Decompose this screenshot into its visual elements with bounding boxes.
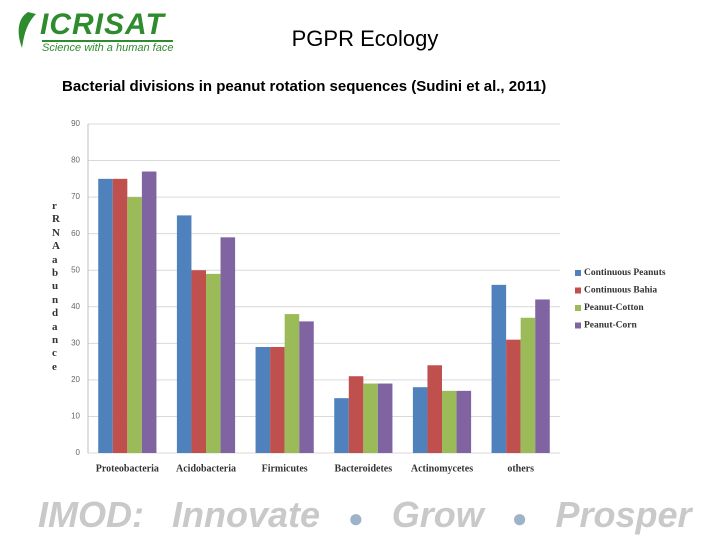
- bar: [270, 346, 285, 453]
- bullet: ●: [511, 503, 528, 533]
- footer-word: Grow: [391, 494, 484, 535]
- chart: 0 10 20 30 40 50 60 70 80 90 Proteobacteria Acidoba…: [71, 119, 666, 474]
- y-axis-label: rRNAabundance: [52, 200, 60, 373]
- logo-mark: [18, 12, 36, 48]
- y-tick-label: 10: [71, 412, 80, 421]
- legend-swatch: [575, 270, 581, 276]
- y-tick-label: 20: [71, 375, 80, 384]
- x-tick-label: Proteobacteria: [96, 463, 159, 474]
- bar: [220, 237, 236, 453]
- bar: [363, 383, 378, 453]
- bar: [506, 339, 521, 453]
- legend-label: Continuous Bahia: [584, 286, 657, 296]
- legend-swatch: [575, 287, 581, 294]
- x-tick-label: Actinomycetes: [411, 463, 473, 474]
- bar: [377, 383, 393, 453]
- x-tick-label: Acidobacteria: [176, 463, 236, 474]
- y-tick-label: 30: [71, 338, 80, 347]
- bullet: ●: [348, 503, 364, 533]
- bar: [284, 314, 300, 453]
- bar: [141, 171, 157, 453]
- legend-swatch: [575, 322, 581, 329]
- bar: [412, 387, 428, 453]
- footer-brand: IMOD:: [38, 494, 144, 535]
- footer: IMOD: Innovate ● Grow ● Prosper: [38, 494, 720, 536]
- y-tick-label: 60: [71, 229, 80, 238]
- bar: [191, 270, 206, 453]
- x-tick-label: others: [507, 463, 534, 474]
- bar: [98, 178, 113, 454]
- logo: ICRISAT: [40, 8, 165, 41]
- bar: [427, 365, 442, 453]
- bar: [206, 273, 221, 453]
- bar: [535, 299, 550, 453]
- bar: [334, 398, 349, 453]
- bar: [299, 321, 314, 453]
- bar: [348, 376, 364, 453]
- legend-label: Continuous Peanuts: [584, 268, 666, 278]
- y-tick-label: 80: [71, 156, 80, 165]
- legend-label: Peanut-Cotton: [584, 303, 644, 313]
- footer-word: Prosper: [555, 494, 692, 535]
- bar: [456, 390, 472, 453]
- y-tick-label: 0: [76, 448, 81, 457]
- bar: [491, 284, 507, 453]
- bar: [255, 346, 271, 453]
- y-tick-label: 40: [71, 302, 80, 311]
- x-tick-label: Firmicutes: [262, 463, 308, 474]
- tagline: Science with a human face: [42, 40, 174, 54]
- y-tick-label: 50: [71, 265, 80, 274]
- y-tick-label: 90: [71, 119, 80, 128]
- y-tick-label: 70: [71, 192, 80, 201]
- slide-title: PGPR Ecology: [291, 26, 439, 51]
- bar: [112, 178, 128, 454]
- legend-label: Peanut-Corn: [584, 321, 637, 331]
- legend-swatch: [575, 305, 581, 311]
- bar: [442, 390, 457, 453]
- bar: [127, 197, 142, 453]
- footer-word: Innovate: [171, 494, 321, 535]
- subtitle: Bacterial divisions in peanut rotation s…: [62, 78, 547, 95]
- bar: [520, 317, 536, 453]
- bar: [176, 215, 192, 453]
- x-tick-label: Bacteroidetes: [335, 463, 393, 474]
